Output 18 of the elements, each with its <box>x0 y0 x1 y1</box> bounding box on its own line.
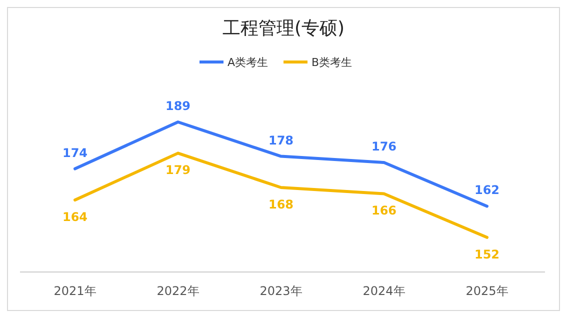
data-label: 178 <box>268 133 294 148</box>
data-label: 162 <box>474 183 500 198</box>
data-label: 164 <box>62 210 88 224</box>
x-tick-label: 2024年 <box>362 284 406 298</box>
data-label: 166 <box>371 204 397 218</box>
x-tick-label: 2023年 <box>260 284 302 298</box>
legend-label: B类考生 <box>312 56 352 69</box>
chart-title: 工程管理(专硕) <box>222 18 345 39</box>
legend-label: A类考生 <box>228 56 268 69</box>
data-label: 176 <box>371 140 397 154</box>
data-label: 168 <box>268 197 294 212</box>
data-label: 179 <box>165 163 191 178</box>
x-tick-label: 2022年 <box>156 284 200 298</box>
x-tick-label: 2021年 <box>54 284 96 298</box>
data-label: 152 <box>474 247 500 262</box>
data-label: 174 <box>62 146 88 160</box>
data-label: 189 <box>165 99 191 113</box>
x-tick-label: 2025年 <box>466 284 508 298</box>
